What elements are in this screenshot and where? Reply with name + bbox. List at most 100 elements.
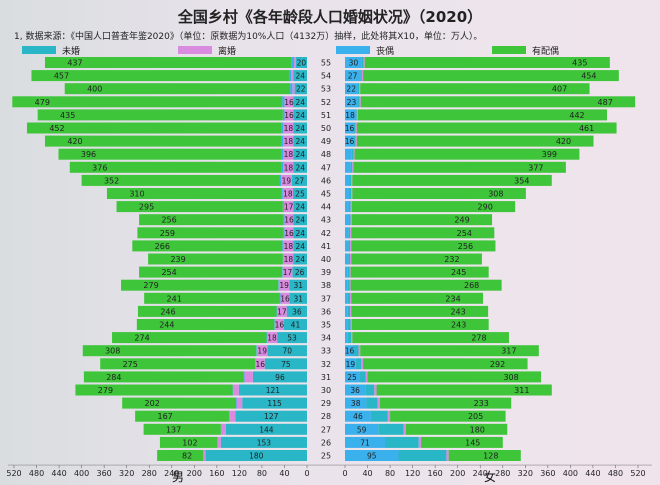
bar-male-divorced xyxy=(282,188,293,199)
bar-male-never-married-label: 24 xyxy=(295,150,305,159)
bar-female-widowed-label: 95 xyxy=(367,452,377,461)
bar-female-widowed xyxy=(345,122,355,134)
bar-female-widowed xyxy=(345,332,348,344)
bar-male-never-married xyxy=(205,450,307,461)
bar-male-married-label: 376 xyxy=(92,163,107,172)
age-label: 36 xyxy=(321,307,331,316)
bar-female-widowed-label: 16 xyxy=(345,124,355,133)
bar-male-widowed xyxy=(278,279,279,291)
bar-male-never-married-label: 24 xyxy=(295,124,305,133)
bar-male-married-label: 435 xyxy=(60,111,75,120)
bar-female-widowed xyxy=(345,266,348,278)
bar-male-married xyxy=(81,174,280,186)
bar-male-married xyxy=(12,96,283,108)
bar-male-never-married-label: 24 xyxy=(295,229,305,238)
bar-female-widowed-label: 30 xyxy=(349,59,359,68)
bar-male-never-married xyxy=(289,292,307,304)
x-tick-label-male: 480 xyxy=(29,469,44,478)
bar-male-divorced xyxy=(291,70,294,82)
bar-male-never-married xyxy=(242,397,307,409)
bar-male-married xyxy=(64,83,291,95)
bar-male-married xyxy=(132,240,283,252)
bar-female-divorced xyxy=(359,83,361,95)
bar-female-married-label: 256 xyxy=(458,242,473,251)
bar-female-divorced xyxy=(403,423,406,435)
bar-male-widowed xyxy=(282,266,283,278)
legend-swatch xyxy=(22,46,56,54)
bar-male-never-married xyxy=(238,384,307,396)
x-tick-label-male: 280 xyxy=(142,469,157,478)
bar-male-divorced xyxy=(244,371,253,383)
bar-male-divorced xyxy=(283,253,294,265)
bar-male-divorced xyxy=(283,135,294,147)
bar-male-widowed xyxy=(282,109,285,121)
bar-female-married xyxy=(364,57,610,68)
bar-male-divorced xyxy=(236,397,243,409)
bar-female-married-label: 407 xyxy=(552,85,567,94)
bar-male-divorced xyxy=(284,227,294,239)
bar-male-widowed xyxy=(283,214,285,226)
bar-male-married xyxy=(159,436,218,448)
bar-female-never-married xyxy=(348,227,351,239)
female-label: 女 xyxy=(484,470,497,484)
bar-female-never-married xyxy=(347,279,350,291)
bar-male-widowed xyxy=(282,201,284,213)
bar-female-widowed xyxy=(345,345,355,357)
bar-male-married xyxy=(31,70,289,82)
bar-male-married-label: 254 xyxy=(161,268,176,277)
bar-female-widowed xyxy=(345,135,355,147)
bar-male-widowed xyxy=(279,174,282,186)
x-tick-label-male: 200 xyxy=(187,469,202,478)
bar-female-married xyxy=(360,83,590,95)
bar-female-married-label: 243 xyxy=(450,307,465,316)
age-label: 53 xyxy=(321,85,331,94)
bar-male-married-label: 457 xyxy=(54,72,69,81)
bar-male-never-married-label: 180 xyxy=(249,452,264,461)
bar-female-never-married xyxy=(347,305,351,317)
bar-female-divorced xyxy=(377,397,380,409)
bar-female-married xyxy=(421,436,503,448)
bar-female-married xyxy=(376,384,552,396)
bar-female-married xyxy=(350,266,489,278)
bar-male-never-married xyxy=(252,371,307,383)
bar-female-widowed xyxy=(345,83,358,95)
bar-female-married-label: 128 xyxy=(483,452,498,461)
x-tick-label-male: 0 xyxy=(304,469,309,478)
bar-male-married-label: 244 xyxy=(159,321,174,330)
bar-female-married-label: 308 xyxy=(503,373,518,382)
age-label: 41 xyxy=(321,242,331,251)
bar-female-widowed xyxy=(345,174,350,186)
age-label: 29 xyxy=(321,399,331,408)
x-tick-label-female: 320 xyxy=(518,469,533,478)
bar-female-married xyxy=(351,227,495,239)
x-tick-label-male: 400 xyxy=(74,469,89,478)
bar-male-never-married xyxy=(277,332,307,344)
bar-male-married xyxy=(69,161,282,173)
bar-female-divorced xyxy=(359,96,361,108)
age-label: 51 xyxy=(321,111,331,120)
bar-male-married xyxy=(144,292,280,304)
bar-male-never-married-label: 96 xyxy=(275,373,285,382)
age-label: 44 xyxy=(321,203,331,212)
bar-female-married-label: 290 xyxy=(478,203,493,212)
bar-female-never-married xyxy=(351,148,354,160)
bar-male-divorced-label: 19 xyxy=(279,281,289,290)
age-label: 49 xyxy=(321,137,331,146)
bar-male-never-married xyxy=(291,174,307,186)
age-label: 33 xyxy=(321,347,331,356)
bar-male-divorced xyxy=(281,174,292,186)
legend-swatch xyxy=(492,46,526,54)
bar-female-divorced xyxy=(351,188,353,199)
bar-male-never-married-label: 53 xyxy=(287,334,297,343)
bar-male-never-married xyxy=(293,201,307,213)
bar-male-widowed xyxy=(282,253,284,265)
bar-female-widowed-label: 18 xyxy=(345,111,355,120)
bar-male-married-label: 308 xyxy=(105,347,120,356)
bar-male-married xyxy=(83,371,244,383)
bar-male-married xyxy=(82,345,257,357)
bar-female-never-married xyxy=(354,345,359,357)
bar-male-never-married-label: 41 xyxy=(291,321,301,330)
bar-female-widowed xyxy=(345,227,349,239)
bar-male-never-married-label: 31 xyxy=(293,281,303,290)
bar-male-never-married-label: 24 xyxy=(295,163,305,172)
